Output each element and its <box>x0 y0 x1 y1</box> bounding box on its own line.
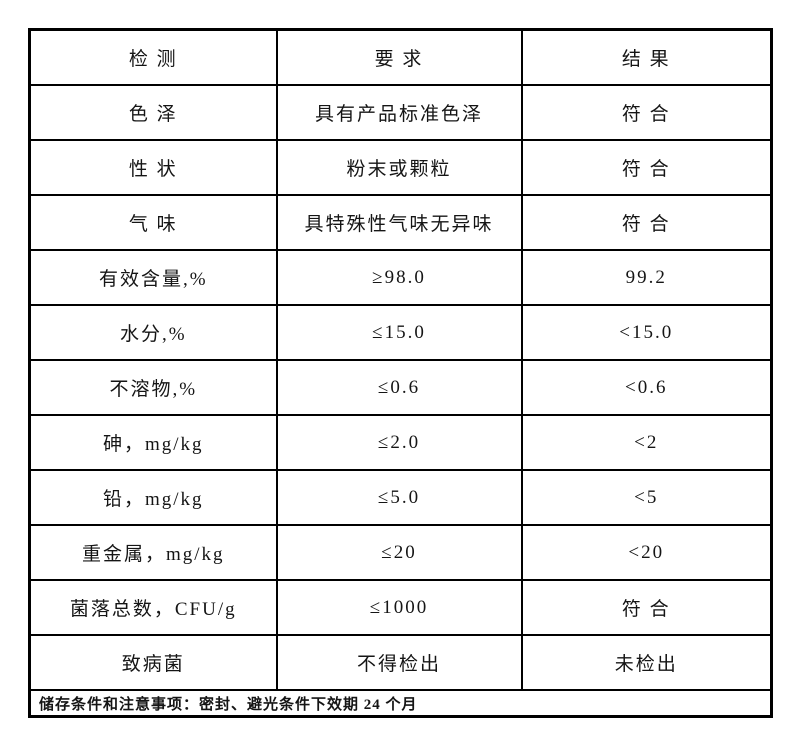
cell-result: 99.2 <box>520 249 773 306</box>
cell-requirement: 具有产品标准色泽 <box>275 84 523 141</box>
cell-requirement: ≤20 <box>275 524 523 581</box>
cell-test: 有效含量,% <box>28 249 278 306</box>
table-row: 有效含量,% ≥98.0 99.2 <box>28 249 773 306</box>
cell-test: 色 泽 <box>28 84 278 141</box>
cell-requirement: 粉末或颗粒 <box>275 139 523 196</box>
cell-test: 铅，mg/kg <box>28 469 278 526</box>
cell-result: 符 合 <box>520 84 773 141</box>
cell-result: 符 合 <box>520 579 773 636</box>
cell-requirement: 具特殊性气味无异味 <box>275 194 523 251</box>
cell-result: <20 <box>520 524 773 581</box>
cell-test: 气 味 <box>28 194 278 251</box>
cell-test: 砷，mg/kg <box>28 414 278 471</box>
cell-requirement: ≤5.0 <box>275 469 523 526</box>
column-header-test: 检 测 <box>28 28 278 86</box>
cell-test: 水分,% <box>28 304 278 361</box>
cell-result: <0.6 <box>520 359 773 416</box>
table-row: 色 泽 具有产品标准色泽 符 合 <box>28 84 773 141</box>
table-row: 气 味 具特殊性气味无异味 符 合 <box>28 194 773 251</box>
cell-requirement: ≥98.0 <box>275 249 523 306</box>
cell-result: 未检出 <box>520 634 773 691</box>
inspection-table: 检 测 要 求 结 果 色 泽 具有产品标准色泽 符 合 性 状 粉末或颗粒 符… <box>28 28 773 718</box>
cell-result: <2 <box>520 414 773 471</box>
table-row: 不溶物,% ≤0.6 <0.6 <box>28 359 773 416</box>
storage-conditions-note: 储存条件和注意事项：密封、避光条件下效期 24 个月 <box>28 689 773 718</box>
cell-result: <15.0 <box>520 304 773 361</box>
table-row: 重金属，mg/kg ≤20 <20 <box>28 524 773 581</box>
cell-requirement: ≤2.0 <box>275 414 523 471</box>
cell-test: 重金属，mg/kg <box>28 524 278 581</box>
table-row: 铅，mg/kg ≤5.0 <5 <box>28 469 773 526</box>
column-header-result: 结 果 <box>520 28 773 86</box>
cell-requirement: ≤0.6 <box>275 359 523 416</box>
cell-test: 性 状 <box>28 139 278 196</box>
table-footer-row: 储存条件和注意事项：密封、避光条件下效期 24 个月 <box>28 689 773 718</box>
column-header-requirement: 要 求 <box>275 28 523 86</box>
cell-result: <5 <box>520 469 773 526</box>
cell-test: 不溶物,% <box>28 359 278 416</box>
table-header-row: 检 测 要 求 结 果 <box>28 28 773 86</box>
table-row: 砷，mg/kg ≤2.0 <2 <box>28 414 773 471</box>
cell-test: 致病菌 <box>28 634 278 691</box>
cell-requirement: 不得检出 <box>275 634 523 691</box>
cell-result: 符 合 <box>520 194 773 251</box>
cell-requirement: ≤1000 <box>275 579 523 636</box>
cell-requirement: ≤15.0 <box>275 304 523 361</box>
table-row: 致病菌 不得检出 未检出 <box>28 634 773 691</box>
document-sheet: 检 测 要 求 结 果 色 泽 具有产品标准色泽 符 合 性 状 粉末或颗粒 符… <box>28 28 773 718</box>
table-row: 水分,% ≤15.0 <15.0 <box>28 304 773 361</box>
table-row: 菌落总数，CFU/g ≤1000 符 合 <box>28 579 773 636</box>
cell-test: 菌落总数，CFU/g <box>28 579 278 636</box>
cell-result: 符 合 <box>520 139 773 196</box>
table-row: 性 状 粉末或颗粒 符 合 <box>28 139 773 196</box>
